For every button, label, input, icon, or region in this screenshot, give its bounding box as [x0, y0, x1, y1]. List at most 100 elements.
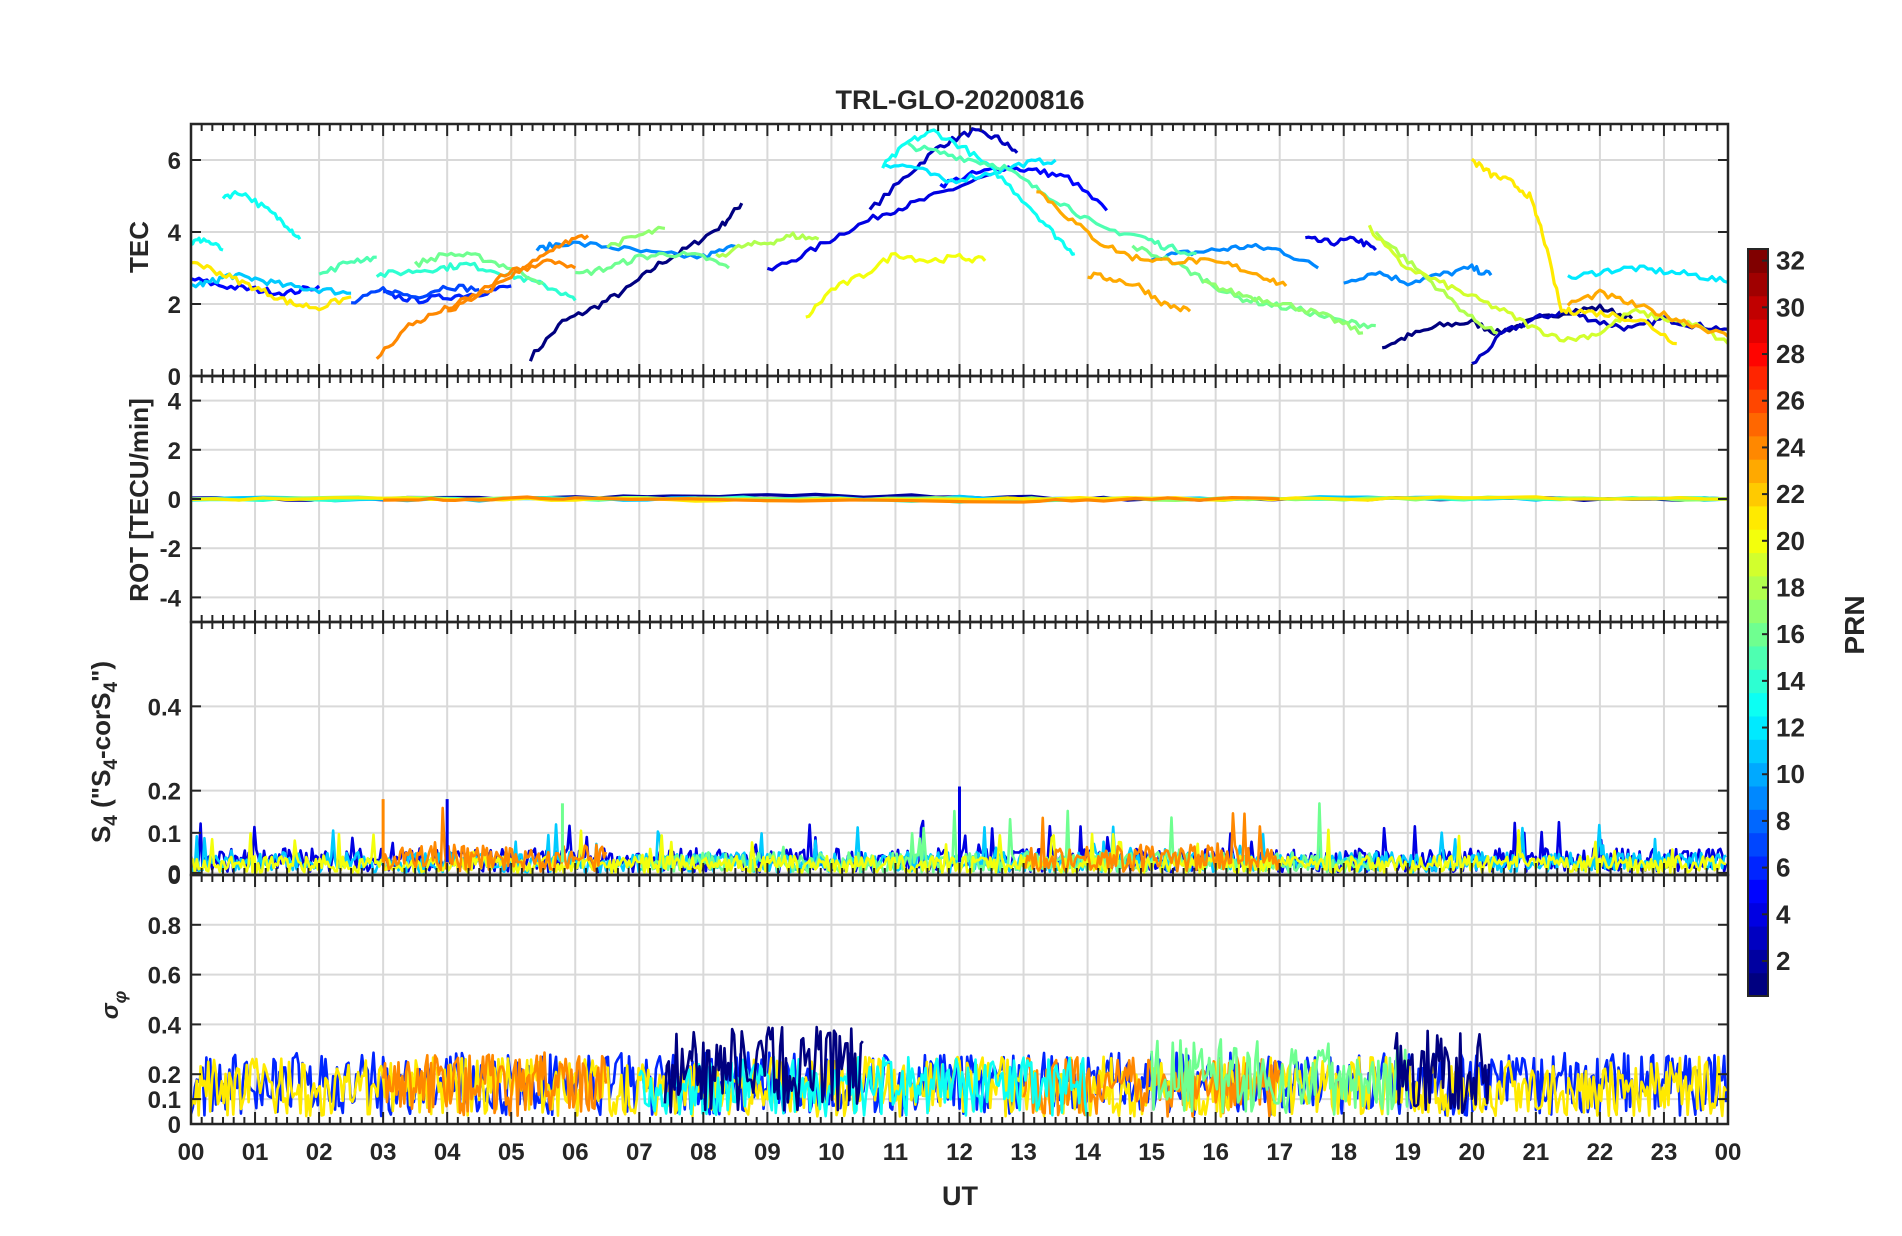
prn-series-line [535, 240, 736, 260]
prn-series-line [1202, 279, 1364, 335]
colorbar-segment [1748, 762, 1768, 787]
colorbar-segment [1748, 435, 1768, 460]
y-axis-label-sigma-text: σφ [97, 990, 130, 1019]
colorbar-tick-label: 30 [1776, 292, 1805, 322]
colorbar-tick-label: 20 [1776, 526, 1805, 556]
chart-title: TRL-GLO-20200816 [835, 85, 1084, 115]
y-tick-label: 2 [168, 292, 181, 319]
x-tick-label: 05 [498, 1139, 525, 1166]
colorbar-tick-label: 18 [1776, 572, 1805, 602]
x-tick-label: 17 [1266, 1139, 1293, 1166]
y-axis-label-rot-text: ROT [TECU/min] [124, 398, 154, 602]
prn-series-line [318, 255, 377, 276]
colorbar-tick-label: 22 [1776, 479, 1805, 509]
prn-series-line [413, 251, 544, 286]
series-group [191, 786, 1728, 875]
colorbar-segment [1748, 855, 1768, 880]
x-tick-label: 07 [626, 1139, 653, 1166]
colorbar-tick-label: 24 [1776, 432, 1805, 462]
colorbar-segment [1748, 505, 1768, 530]
series-group [191, 1025, 1728, 1118]
x-tick-label: 08 [690, 1139, 717, 1166]
colorbar-segment [1748, 552, 1768, 577]
colorbar-tick-label: 10 [1776, 759, 1805, 789]
prn-series-line [1087, 271, 1192, 313]
colorbar-tick-label: 26 [1776, 386, 1805, 416]
x-tick-label: 22 [1587, 1139, 1614, 1166]
colorbar-segment [1748, 342, 1768, 367]
colorbar-tick-label: 28 [1776, 339, 1805, 369]
y-axis-label-tec: TEC [124, 221, 154, 273]
prn-series-line [939, 165, 1109, 212]
sigma-phi-panel: 00.10.2 0.4 0.6 0.8 [148, 873, 1730, 1139]
colorbar-frame [1747, 248, 1769, 997]
prn-series-line [881, 128, 1076, 256]
colorbar-segment [1748, 669, 1768, 694]
prn-series-line [1367, 224, 1728, 345]
x-tick-label: 14 [1074, 1139, 1101, 1166]
colorbar-segment [1748, 599, 1768, 624]
y-axis-label-s4-text: S4 ("S4-corS4") [86, 661, 122, 843]
x-tick-label: 16 [1202, 1139, 1229, 1166]
y-axis-label-tec-text: TEC [124, 221, 154, 273]
y-tick-label: 4 [168, 220, 182, 247]
series-group [191, 127, 1728, 366]
x-tick-label: 21 [1523, 1139, 1550, 1166]
x-tick-label: 15 [1138, 1139, 1165, 1166]
prn-series-line [1566, 288, 1728, 338]
prn-series-line [805, 252, 987, 319]
x-tick-label: 18 [1330, 1139, 1357, 1166]
x-tick-label: 00 [1715, 1139, 1742, 1166]
prn-series-line [1343, 263, 1493, 287]
prn-series-line [766, 172, 992, 272]
y-tick-label: 0 [168, 861, 181, 888]
y-tick-label: 0.1 [148, 1087, 181, 1114]
colorbar-segment [1748, 459, 1768, 484]
y-tick-label: 0.4 [148, 1012, 182, 1039]
prn-series-line [191, 236, 224, 252]
prn-series-line [351, 283, 480, 305]
y-tick-label: 2 [168, 438, 181, 465]
prn-series-line [1374, 230, 1498, 335]
prn-series-line [375, 261, 577, 302]
prn-noise-line [381, 806, 608, 873]
colorbar-segment [1748, 365, 1768, 390]
colorbar-segment [1748, 295, 1768, 320]
x-tick-label: 19 [1394, 1139, 1421, 1166]
prn-series-line [1567, 264, 1728, 284]
colorbar-label: PRN [1839, 595, 1870, 654]
y-tick-label: 0.8 [148, 913, 181, 940]
colorbar-segment [1748, 902, 1768, 927]
s4-panel: 000.10.20.4 [148, 620, 1730, 890]
x-tick-label: 04 [434, 1139, 461, 1166]
colorbar-segment [1748, 739, 1768, 764]
colorbar-tick-label: 6 [1776, 853, 1790, 883]
x-tick-label: 06 [562, 1139, 589, 1166]
x-tick-label: 20 [1458, 1139, 1485, 1166]
prn-series-line [528, 202, 744, 362]
x-axis-label: UT [942, 1181, 978, 1211]
colorbar-segment [1748, 575, 1768, 600]
colorbar-segment [1748, 809, 1768, 834]
y-tick-label: 0.2 [148, 1062, 181, 1089]
prn-series-line [907, 142, 1197, 257]
y-tick-label: 0.4 [148, 694, 182, 721]
colorbar-segment [1748, 972, 1768, 997]
y-tick-label: -2 [160, 536, 181, 563]
colorbar-tick-label: 14 [1776, 666, 1805, 696]
prn-series-line [575, 250, 730, 276]
colorbar-tick-label: 16 [1776, 619, 1805, 649]
x-tick-label: 03 [370, 1139, 397, 1166]
colorbar-segment [1748, 785, 1768, 810]
y-tick-label: 0.2 [148, 779, 181, 806]
prn-series-line [447, 258, 577, 313]
prn-series-line [1036, 190, 1288, 288]
tec-panel: 0 2 4 6 [168, 122, 1730, 391]
colorbar-segment [1748, 715, 1768, 740]
prn-series-line [375, 233, 590, 360]
prn-series-line [882, 157, 1057, 185]
colorbar-tick-label: 2 [1776, 946, 1790, 976]
colorbar-segment [1748, 389, 1768, 414]
